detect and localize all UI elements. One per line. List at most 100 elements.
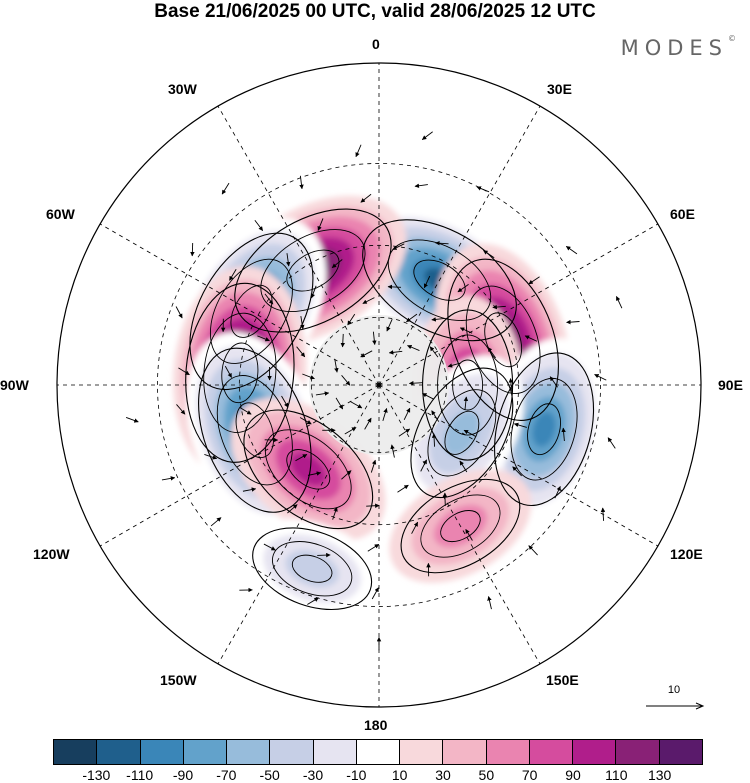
colorbar-tick-label: 90 <box>565 767 581 783</box>
flow-arrow <box>372 331 377 346</box>
flow-arrow <box>331 259 343 269</box>
flow-arrow <box>406 313 418 323</box>
flow-arrow <box>341 470 352 480</box>
north-pole-marker <box>376 382 382 388</box>
flow-arrow <box>307 471 322 476</box>
flow-arrow <box>388 350 403 355</box>
colorbar-tick-label: -70 <box>216 767 237 783</box>
colorbar-tick-label: -90 <box>172 767 194 783</box>
colorbar-swatch <box>270 740 314 764</box>
map-title: Base 21/06/2025 00 UTC, valid 28/06/2025… <box>154 1 596 22</box>
flow-arrow <box>549 376 558 388</box>
flow-arrow <box>423 275 431 289</box>
flow-arrow <box>310 285 317 299</box>
flow-arrow <box>403 407 411 421</box>
colorbar-swatch <box>356 740 401 764</box>
flow-arrow <box>125 417 139 423</box>
flow-arrow <box>295 454 308 462</box>
flow-arrow <box>224 365 232 378</box>
map-disk <box>57 63 701 707</box>
meridian <box>378 384 541 665</box>
lon-label-0: 0 <box>372 36 380 52</box>
vector-reference-arrow <box>646 702 705 710</box>
flow-arrow <box>364 417 372 430</box>
flow-arrow <box>161 476 176 481</box>
flow-arrow <box>566 319 580 325</box>
colorbar-swatch <box>616 740 660 764</box>
colorbar-swatch <box>54 740 98 764</box>
flow-arrow <box>528 545 538 556</box>
flow-arrow <box>221 182 230 195</box>
flow-arrow <box>332 506 338 520</box>
streamline <box>494 352 595 507</box>
flow-arrow <box>340 333 346 348</box>
flow-arrow <box>204 453 218 460</box>
colorbar-tick-label: -30 <box>302 767 324 783</box>
streamline <box>216 375 293 486</box>
streamline <box>221 342 259 404</box>
streamline <box>484 312 523 368</box>
anomaly-contour <box>532 411 556 447</box>
flow-arrow <box>355 144 362 158</box>
flow-arrow <box>554 486 561 499</box>
flow-arrow <box>431 317 445 322</box>
lon-label-150w: 150W <box>160 672 197 688</box>
logo-mark: © <box>728 34 736 43</box>
polar-map <box>56 62 702 708</box>
colorbar-tick-label: -110 <box>126 767 154 783</box>
colorbar-swatch <box>183 740 228 764</box>
flow-arrow <box>447 362 461 368</box>
flow-arrow <box>465 528 473 541</box>
flow-arrow <box>561 427 566 442</box>
flow-arrow <box>287 504 298 514</box>
modes-logo: MODES© <box>620 34 736 60</box>
meridian <box>99 223 380 386</box>
streamline <box>243 409 374 530</box>
lon-label-90e: 90E <box>718 377 743 393</box>
streamline <box>527 403 561 456</box>
colorbar-swatch <box>400 740 444 764</box>
meridian <box>217 105 380 386</box>
flow-arrow <box>435 240 449 246</box>
colorbar-tick-label: -130 <box>82 767 111 783</box>
flow-arrow <box>422 393 435 400</box>
graticule <box>57 63 701 707</box>
colorbar-swatch <box>486 740 530 764</box>
flow-arrow <box>334 359 339 373</box>
colorbar-swatch <box>140 740 184 764</box>
anomaly-contour <box>444 410 480 455</box>
flow-arrow <box>476 186 490 193</box>
streamline <box>185 282 295 463</box>
flow-arrow <box>421 131 433 140</box>
flow-arrow <box>463 396 469 410</box>
lon-label-180: 180 <box>364 717 388 733</box>
flow-arrow <box>459 460 468 473</box>
colorbar-tick-label: -10 <box>346 767 367 783</box>
colorbar-swatch <box>573 740 617 764</box>
colorbar-tick-label: 10 <box>391 767 408 783</box>
flow-arrow <box>594 374 607 381</box>
flow-arrow <box>175 306 183 319</box>
flow-arrow <box>362 297 375 304</box>
flow-arrow <box>616 296 623 309</box>
colorbar-labels: -130 -110 -90 -70 -50 -30 -10 10 30 50 70 90 110 130 <box>53 767 703 783</box>
anomaly-contour <box>285 550 339 588</box>
flow-arrow <box>254 219 264 232</box>
flow-arrow <box>487 347 496 359</box>
lon-label-60w: 60W <box>46 206 75 222</box>
flow-arrow <box>257 335 270 342</box>
flow-arrow <box>370 459 377 473</box>
lon-label-30w: 30W <box>168 81 197 97</box>
vector-reference: 10 <box>646 684 706 714</box>
flow-arrow <box>487 596 492 610</box>
lon-label-30e: 30E <box>547 81 572 97</box>
streamline <box>252 527 373 611</box>
flow-arrow <box>411 521 419 534</box>
flow-arrow <box>302 373 315 380</box>
logo-text: MODES <box>620 36 728 60</box>
flow-arrow <box>528 276 540 285</box>
flow-arrow <box>347 313 356 326</box>
parallel <box>238 244 520 526</box>
flow-arrow <box>371 587 379 600</box>
flow-arrow <box>414 183 428 188</box>
